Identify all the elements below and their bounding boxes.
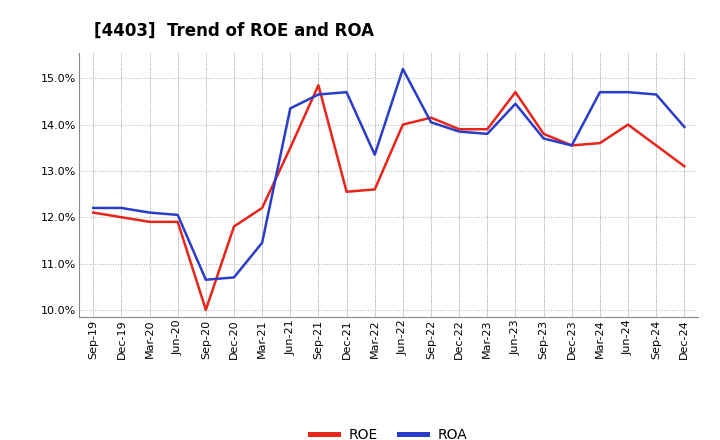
Legend: ROE, ROA: ROE, ROA [305, 422, 473, 440]
Text: [4403]  Trend of ROE and ROA: [4403] Trend of ROE and ROA [94, 22, 374, 40]
